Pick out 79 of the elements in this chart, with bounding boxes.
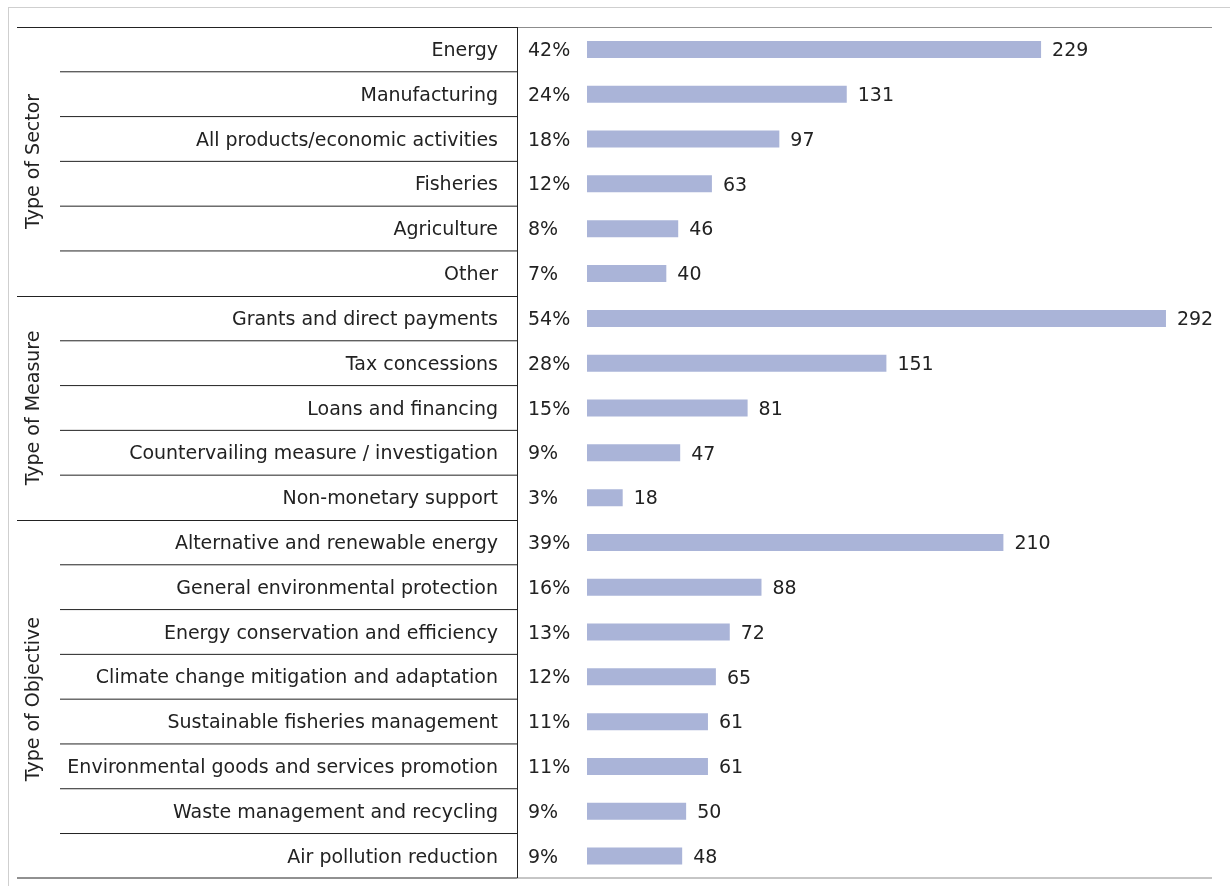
text: 11%	[528, 709, 571, 732]
text: 54%	[528, 306, 571, 329]
text: 15%	[528, 396, 571, 419]
text: 7%	[528, 261, 559, 284]
bar	[587, 41, 1042, 58]
text: 39%	[528, 530, 571, 553]
text: 3%	[528, 485, 559, 508]
data-label: 61	[718, 710, 744, 733]
bar	[587, 847, 683, 865]
text: 24%	[528, 82, 571, 105]
bar	[587, 85, 847, 103]
data-label: 40	[677, 262, 702, 285]
y-tick-label: Energy	[431, 38, 498, 61]
bar	[587, 220, 679, 238]
y-tick-label: Climate change mitigation and adaptation	[95, 665, 498, 688]
data-label: 81	[758, 396, 783, 419]
text: 16%	[528, 575, 571, 598]
bar	[587, 578, 762, 596]
y-axis-title: Type of Sector	[20, 93, 43, 230]
data-label: 88	[772, 575, 797, 598]
data-label: 61	[718, 754, 744, 777]
text: 9%	[528, 799, 559, 822]
y-tick-label: Agriculture	[393, 217, 498, 240]
bar	[587, 309, 1166, 327]
y-tick-label: Loans and financing	[307, 396, 499, 419]
y-tick-label: Environmental goods and services promotion	[67, 754, 498, 777]
y-tick-label: Fisheries	[414, 172, 498, 195]
data-label: 97	[790, 127, 815, 150]
data-label: 46	[689, 217, 714, 240]
y-axis-title: Type of Objective	[20, 616, 43, 782]
data-label: 48	[693, 844, 718, 867]
y-tick-label: Tax concessions	[344, 351, 499, 374]
bar	[587, 712, 708, 730]
data-label: 292	[1176, 306, 1214, 329]
data-label: 151	[897, 351, 934, 374]
bar	[587, 264, 667, 282]
y-tick-label: All products/economic activities	[195, 127, 498, 150]
data-label: 229	[1052, 38, 1089, 61]
data-label: 210	[1014, 530, 1051, 553]
y-tick-label: Manufacturing	[360, 82, 498, 105]
data-label: 65	[726, 665, 752, 688]
y-tick-label: General environmental protection	[176, 575, 498, 598]
data-label: 47	[691, 441, 716, 464]
data-label: 131	[857, 83, 894, 106]
bar	[587, 488, 623, 506]
bar	[587, 399, 748, 417]
bar	[587, 354, 887, 372]
bar	[587, 802, 687, 820]
y-tick-label: Air pollution reduction	[287, 844, 498, 867]
bar	[587, 757, 708, 775]
y-tick-label: Energy conservation and efficiency	[163, 620, 498, 643]
bar	[587, 444, 681, 462]
bar	[587, 130, 780, 148]
text: 9%	[528, 441, 559, 464]
text: 12%	[528, 172, 571, 195]
y-tick-label: Waste management and recycling	[172, 799, 498, 822]
text: 13%	[528, 620, 571, 643]
bar	[587, 175, 712, 193]
text: 28%	[528, 351, 571, 374]
data-label: 18	[633, 486, 658, 509]
y-tick-label: Other	[444, 261, 499, 284]
data-label: 63	[722, 172, 748, 195]
text: 8%	[528, 217, 559, 240]
text: 18%	[528, 127, 571, 150]
text: 12%	[528, 665, 571, 688]
y-tick-label: Sustainable fisheries management	[167, 709, 498, 732]
bar	[587, 668, 716, 686]
text: 9%	[528, 844, 559, 867]
y-tick-label: Non-monetary support	[282, 485, 499, 508]
text: 42%	[528, 38, 571, 61]
data-label: 50	[697, 799, 722, 822]
y-tick-label: Grants and direct payments	[231, 306, 499, 329]
data-label: 72	[740, 620, 765, 643]
text: 11%	[528, 754, 571, 777]
y-tick-label: Alternative and renewable energy	[174, 530, 498, 553]
y-tick-label: Countervailing measure / investigation	[129, 441, 499, 464]
bar	[587, 533, 1004, 551]
y-axis-title: Type of Measure	[20, 330, 43, 487]
bar	[587, 623, 730, 641]
